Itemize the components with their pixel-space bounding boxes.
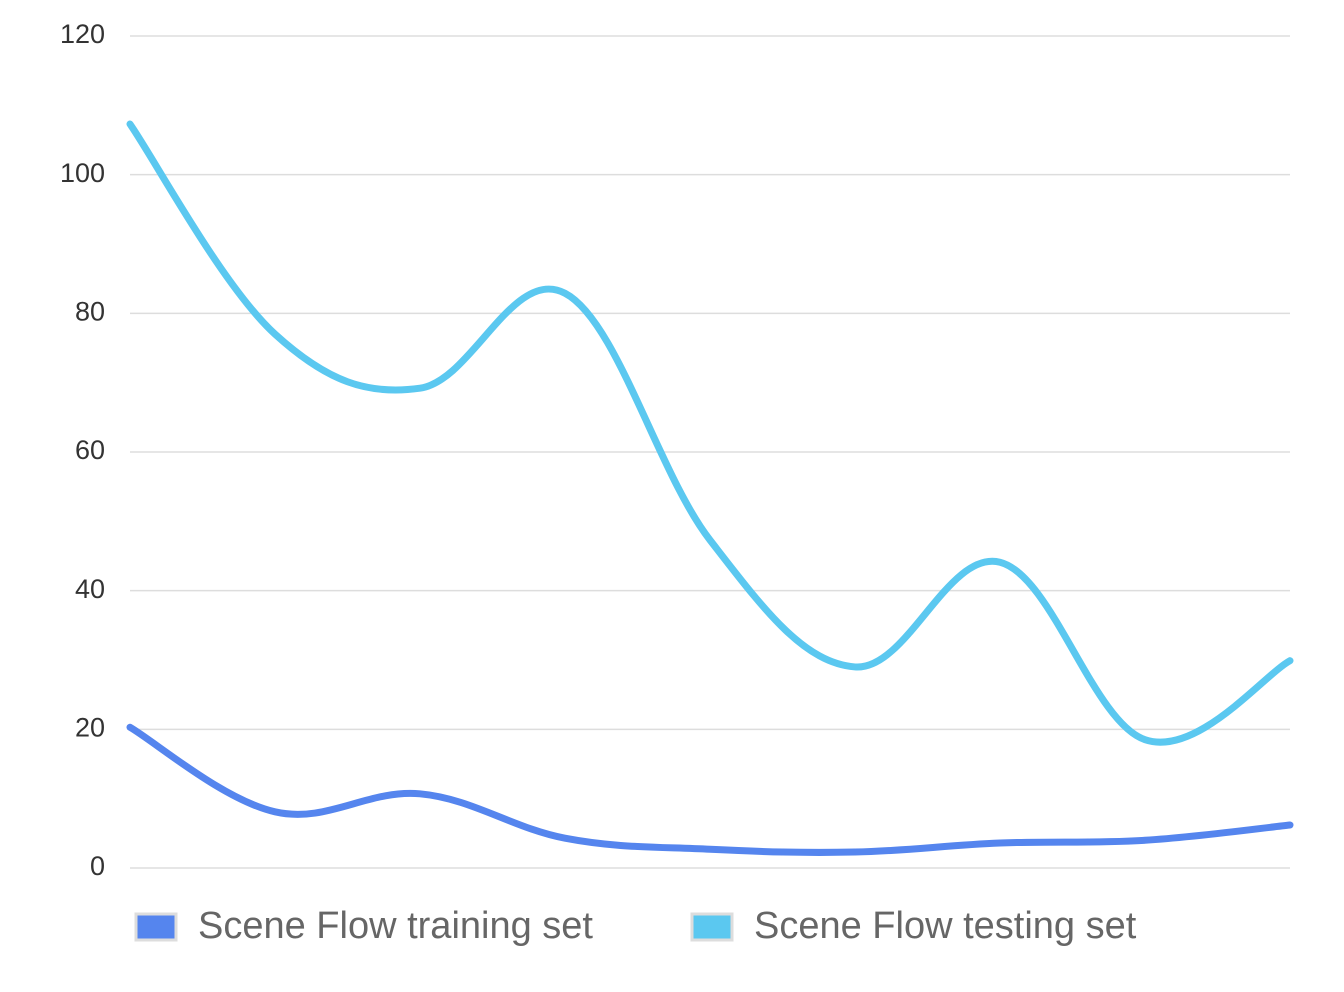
y-tick-label: 60 bbox=[75, 435, 105, 465]
legend-swatch bbox=[690, 912, 734, 942]
y-tick-label: 0 bbox=[90, 851, 105, 881]
legend-label: Scene Flow testing set bbox=[754, 905, 1137, 947]
y-tick-label: 80 bbox=[75, 296, 105, 326]
line bbox=[126, 723, 1294, 856]
legend-label: Scene Flow training set bbox=[198, 905, 593, 947]
y-tick-label: 100 bbox=[60, 158, 105, 188]
y-tick-label: 20 bbox=[75, 712, 105, 742]
legend-swatch bbox=[134, 912, 178, 942]
y-tick-label: 40 bbox=[75, 574, 105, 604]
line bbox=[126, 120, 1294, 746]
y-tick-label: 120 bbox=[60, 19, 105, 49]
